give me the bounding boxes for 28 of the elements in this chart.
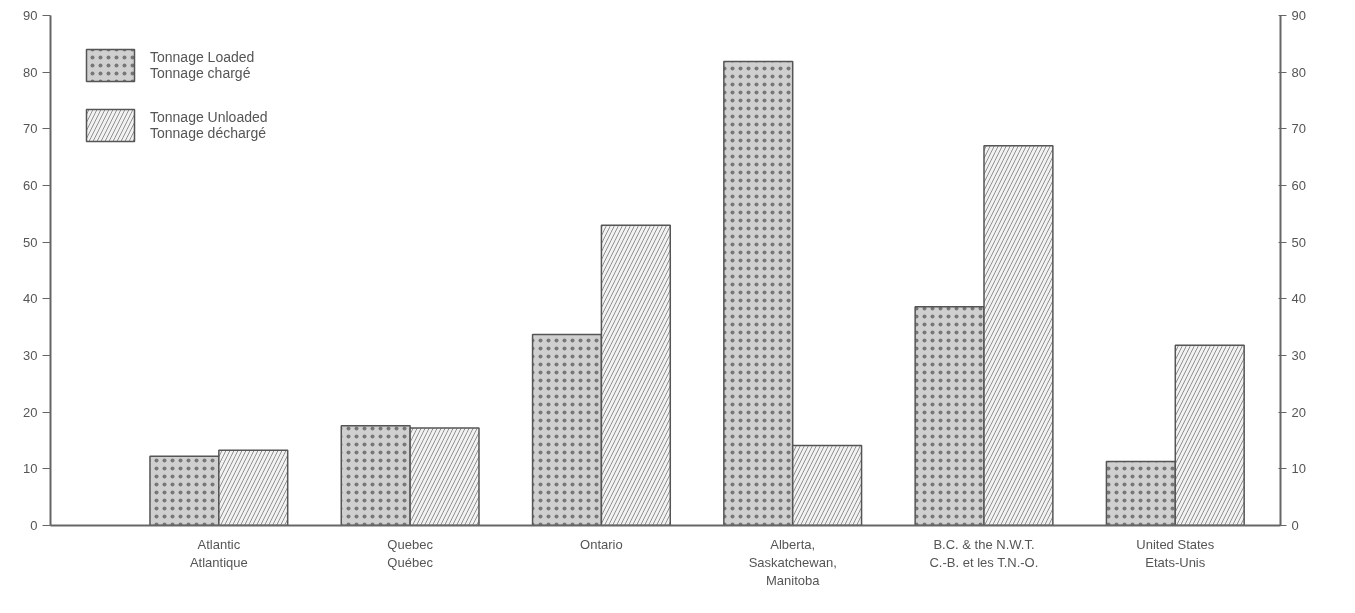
x-tick-label: Alberta, Saskatchewan, Manitoba <box>748 536 837 588</box>
y2-tick-label: 50 <box>1291 234 1306 250</box>
y-tick-label: 70 <box>23 121 38 137</box>
legend-label: Tonnage Loaded Tonnage chargé <box>150 49 255 81</box>
y2-tick-label: 60 <box>1291 178 1306 193</box>
y2-tick-label: 30 <box>1291 348 1306 363</box>
y2-tick-label: 80 <box>1291 64 1306 80</box>
x-tick-label: United States Etats-Unis <box>1136 536 1215 570</box>
y-tick-label: 10 <box>23 461 38 477</box>
x-tick-label: Ontario <box>580 536 623 552</box>
y-tick-label: 50 <box>23 234 38 250</box>
y2-tick-label: 10 <box>1291 461 1306 477</box>
y-tick-label: 90 <box>23 8 38 23</box>
y2-tick-label: 40 <box>1291 291 1306 307</box>
y-tick-label: 0 <box>30 518 38 533</box>
y-tick-label: 30 <box>23 348 38 363</box>
y2-tick-label: 90 <box>1291 8 1306 23</box>
y-tick-label: 80 <box>23 64 38 80</box>
y-tick-label: 40 <box>23 291 38 307</box>
x-tick-label: B.C. & the N.W.T. C.-B. et les T.N.-O. <box>929 536 1039 570</box>
y2-tick-label: 0 <box>1291 518 1299 533</box>
y-tick-label: 60 <box>23 178 38 193</box>
y2-tick-label: 20 <box>1291 404 1306 420</box>
y2-tick-label: 70 <box>1291 121 1306 137</box>
x-tick-label: Quebec Québec <box>387 536 434 570</box>
y-tick-label: 20 <box>23 404 38 420</box>
x-tick-label: Atlantic Atlantique <box>189 536 248 570</box>
legend-label: Tonnage Unloaded Tonnage déchargé <box>150 109 268 141</box>
